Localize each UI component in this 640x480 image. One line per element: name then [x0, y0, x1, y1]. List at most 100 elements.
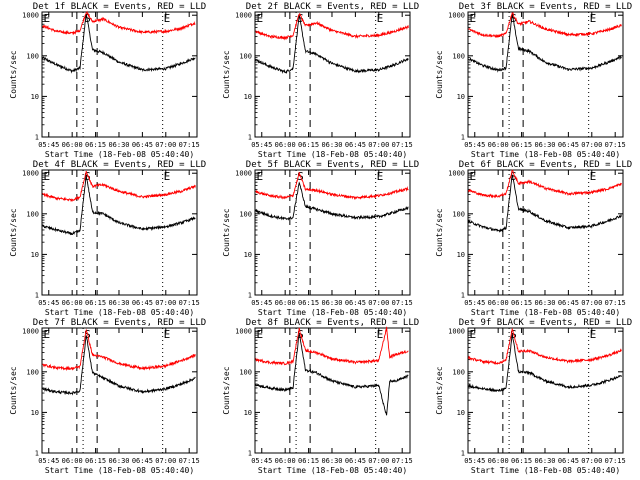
series-lld: [468, 169, 622, 199]
panel-title: Det 2f BLACK = Events, RED = LLD: [246, 2, 419, 12]
x-tick-label: 07:15: [605, 141, 626, 149]
x-tick-label: 06:30: [108, 457, 129, 465]
x-tick-label: 06:30: [534, 141, 555, 149]
panel-9: Det 9f BLACK = Events, RED = LLD 1 10 100 10…: [435, 318, 632, 475]
panel-title: Det 4f BLACK = Events, RED = LLD: [33, 160, 206, 170]
series-lld: [468, 12, 622, 38]
y-tick-label: 1000: [235, 328, 252, 336]
x-tick-label: 06:15: [298, 141, 319, 149]
panel-title: Det 7f BLACK = Events, RED = LLD: [33, 318, 206, 328]
x-axis-title: Start Time (18-Feb-08 05:40:40): [471, 466, 620, 475]
series-lld: [468, 327, 622, 365]
x-tick-label: 06:00: [488, 141, 509, 149]
x-tick-label: 06:30: [321, 141, 342, 149]
x-tick-label: 07:00: [155, 457, 176, 465]
x-tick-label: 07:15: [179, 457, 200, 465]
x-tick-label: 07:15: [605, 299, 626, 307]
x-tick-label: 06:45: [132, 141, 153, 149]
plot-frame: [254, 327, 411, 454]
y-tick-label: 1000: [22, 12, 39, 20]
x-tick-label: 06:00: [488, 457, 509, 465]
x-tick-label: 06:30: [108, 299, 129, 307]
y-tick-label: 10: [244, 251, 252, 259]
y-tick-label: 1: [461, 134, 465, 142]
x-tick-label: 06:00: [62, 141, 83, 149]
y-tick-label: 10: [244, 409, 252, 417]
y-tick-label: 10: [457, 251, 465, 259]
marker-label-E: E: [377, 170, 384, 183]
x-tick-label: 07:15: [179, 299, 200, 307]
x-axis-title: Start Time (18-Feb-08 05:40:40): [471, 150, 620, 159]
y-tick-label: 1: [35, 134, 39, 142]
plot-frame: [467, 11, 624, 138]
marker-label-S: S: [84, 12, 91, 25]
y-axis-title: Counts/sec: [222, 50, 231, 98]
x-tick-label: 06:45: [558, 141, 579, 149]
panel-5: Det 5f BLACK = Events, RED = LLD 1 10 100 10…: [222, 160, 419, 317]
x-tick-label: 07:15: [179, 141, 200, 149]
y-tick-label: 100: [239, 210, 252, 218]
marker-label-E: E: [590, 170, 597, 183]
y-tick-label: 1000: [448, 12, 465, 20]
x-tick-label: 06:15: [85, 141, 106, 149]
x-tick-label: 07:00: [368, 141, 389, 149]
x-tick-label: 06:45: [558, 457, 579, 465]
series-lld: [255, 12, 409, 41]
x-tick-label: 06:30: [108, 141, 129, 149]
x-tick-label: 06:30: [534, 457, 555, 465]
x-axis-title: Start Time (18-Feb-08 05:40:40): [258, 308, 407, 317]
x-axis-title: Start Time (18-Feb-08 05:40:40): [471, 308, 620, 317]
x-tick-label: 06:00: [275, 299, 296, 307]
y-axis-title: Counts/sec: [9, 50, 18, 98]
series-events: [42, 335, 196, 396]
x-tick-label: 06:45: [345, 141, 366, 149]
y-tick-label: 1: [461, 292, 465, 300]
y-tick-label: 10: [457, 409, 465, 417]
plot-frame: [254, 169, 411, 296]
x-tick-label: 06:15: [298, 299, 319, 307]
y-tick-label: 100: [239, 368, 252, 376]
series-lld: [42, 328, 196, 372]
panel-2: Det 2f BLACK = Events, RED = LLD 1 10 100 10…: [222, 2, 419, 159]
marker-label-E: E: [257, 328, 264, 341]
series-lld: [255, 326, 409, 366]
panel-title: Det 9f BLACK = Events, RED = LLD: [459, 318, 632, 328]
series-lld: [42, 10, 196, 36]
series-events: [468, 333, 622, 393]
x-tick-label: 06:15: [298, 457, 319, 465]
y-tick-label: 1000: [448, 170, 465, 178]
plot-frame: [254, 11, 411, 138]
x-tick-label: 07:00: [581, 141, 602, 149]
y-tick-label: 1: [35, 450, 39, 458]
marker-label-E: E: [377, 328, 384, 341]
x-tick-label: 06:30: [321, 299, 342, 307]
x-tick-label: 07:15: [392, 299, 413, 307]
y-axis-title: Counts/sec: [435, 366, 444, 414]
x-tick-label: 06:15: [511, 299, 532, 307]
y-tick-label: 1000: [448, 328, 465, 336]
panel-8: Det 8f BLACK = Events, RED = LLD 1 10 100 10…: [222, 318, 419, 475]
x-tick-label: 05:45: [38, 299, 59, 307]
panel-3: Det 3f BLACK = Events, RED = LLD 1 10 100 10…: [435, 2, 632, 159]
x-tick-label: 07:00: [155, 141, 176, 149]
x-tick-label: 06:00: [275, 457, 296, 465]
x-tick-label: 06:15: [511, 141, 532, 149]
panel-6: Det 6f BLACK = Events, RED = LLD 1 10 100 10…: [435, 160, 632, 317]
x-tick-label: 06:00: [62, 457, 83, 465]
y-axis-title: Counts/sec: [9, 366, 18, 414]
y-tick-label: 10: [457, 93, 465, 101]
x-tick-label: 07:00: [581, 299, 602, 307]
x-tick-label: 07:00: [368, 299, 389, 307]
x-tick-label: 07:00: [368, 457, 389, 465]
x-tick-label: 06:30: [321, 457, 342, 465]
plot-frame: [41, 11, 198, 138]
x-tick-label: 05:45: [38, 457, 59, 465]
x-tick-label: 06:00: [488, 299, 509, 307]
x-axis-title: Start Time (18-Feb-08 05:40:40): [45, 466, 194, 475]
y-tick-label: 10: [31, 93, 39, 101]
y-tick-label: 100: [452, 368, 465, 376]
marker-label-E: E: [377, 12, 384, 25]
x-tick-label: 06:45: [345, 299, 366, 307]
plot-frame: [41, 327, 198, 454]
x-tick-label: 06:00: [275, 141, 296, 149]
